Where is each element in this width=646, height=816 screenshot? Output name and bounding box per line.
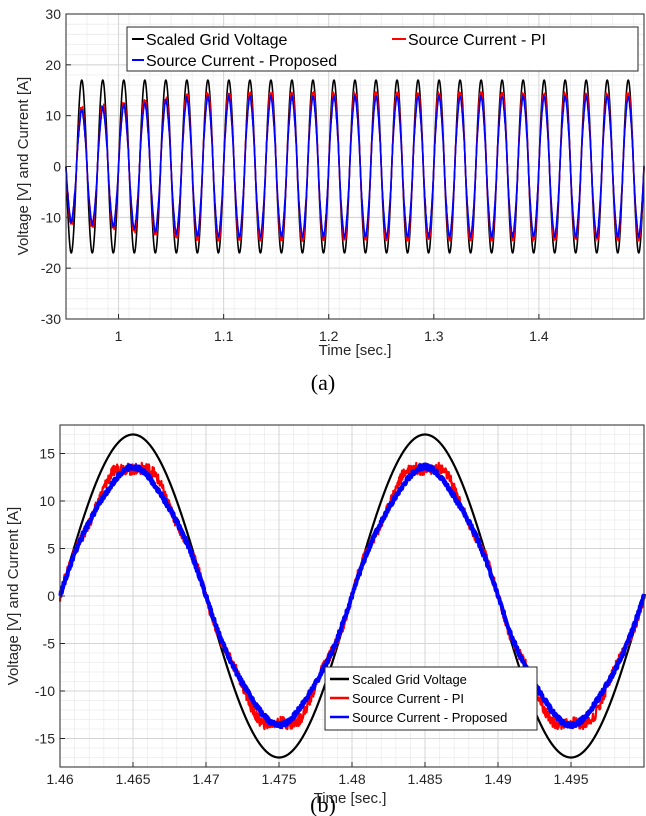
chart-a-y-tick-label: 30 — [45, 6, 61, 22]
chart-b-x-axis-label: Time [sec.] — [314, 790, 387, 807]
chart-a: 1 1.1 1.2 1.3 1.4 -30 -20 -10 0 10 20 30 Time [sec… — [15, 6, 645, 395]
chart-b-legend-pi: Source Current - PI — [352, 691, 464, 706]
chart-b-y-tick-label: 10 — [39, 493, 55, 509]
chart-a-y-tick-label: 10 — [45, 108, 61, 124]
chart-b-x-ticks: 1.46 1.465 1.47 1.475 1.48 1.485 1.49 1.495 — [46, 762, 589, 787]
chart-a-x-tick-label: 1.4 — [529, 328, 549, 344]
chart-a-y-tick-label: -20 — [41, 260, 61, 276]
chart-b-caption: (b) — [310, 792, 336, 816]
chart-a-x-tick-label: 1 — [115, 328, 123, 344]
chart-b-y-tick-label: 5 — [47, 541, 55, 557]
chart-b-x-tick-label: 1.49 — [484, 771, 511, 787]
chart-b-x-tick-label: 1.46 — [46, 771, 73, 787]
chart-a-x-tick-label: 1.3 — [424, 328, 444, 344]
chart-b-series-proposed — [58, 462, 646, 730]
chart-a-series-proposed — [65, 94, 645, 239]
chart-a-y-ticks: -30 -20 -10 0 10 20 30 — [41, 6, 71, 327]
chart-b-y-axis-label: Voltage [V] and Current [A] — [5, 507, 22, 685]
chart-b-x-tick-label: 1.475 — [261, 771, 296, 787]
chart-b-x-tick-label: 1.495 — [553, 771, 588, 787]
chart-b-legend-proposed: Source Current - Proposed — [352, 710, 507, 725]
chart-b-y-tick-label: -10 — [35, 683, 55, 699]
chart-b-x-tick-label: 1.47 — [192, 771, 219, 787]
chart-a-y-tick-label: -10 — [41, 209, 61, 225]
chart-a-y-axis-label: Voltage [V] and Current [A] — [15, 77, 32, 255]
chart-a-x-axis-label: Time [sec.] — [319, 342, 392, 359]
chart-a-x-tick-label: 1.1 — [214, 328, 234, 344]
chart-a-legend-pi: Source Current - PI — [408, 32, 546, 49]
chart-b-y-tick-label: -5 — [43, 636, 56, 652]
chart-a-legend-voltage: Scaled Grid Voltage — [146, 32, 288, 49]
chart-b-y-tick-label: -15 — [35, 731, 55, 747]
chart-b-series — [58, 433, 646, 759]
chart-a-series — [65, 79, 645, 254]
chart-b-legend-box — [324, 666, 538, 731]
chart-a-x-ticks: 1 1.1 1.2 1.3 1.4 — [115, 314, 549, 344]
chart-a-legend-box — [126, 26, 639, 72]
chart-a-y-tick-label: -30 — [41, 311, 61, 327]
chart-b-x-tick-label: 1.48 — [338, 771, 365, 787]
chart-a-x-tick-label: 1.2 — [319, 328, 339, 344]
chart-a-legend-proposed: Source Current - Proposed — [146, 53, 337, 70]
chart-a-y-tick-label: 20 — [45, 57, 61, 73]
chart-b-x-tick-label: 1.485 — [407, 771, 442, 787]
chart-a-legend: Scaled Grid Voltage Source Current - PI … — [126, 26, 639, 72]
chart-b-y-tick-label: 0 — [47, 588, 55, 604]
chart-b-legend-voltage: Scaled Grid Voltage — [352, 672, 467, 687]
chart-b-x-tick-label: 1.465 — [115, 771, 150, 787]
chart-b-legend: Scaled Grid Voltage Source Current - PI … — [324, 666, 538, 731]
chart-b-y-tick-label: 15 — [39, 446, 55, 462]
chart-b: 1.46 1.465 1.47 1.475 1.48 1.485 1.49 1.495 -15… — [5, 424, 646, 816]
chart-a-y-tick-label: 0 — [53, 159, 61, 175]
chart-b-y-ticks: -15 -10 -5 0 5 10 15 — [35, 446, 65, 747]
chart-a-caption: (a) — [311, 370, 335, 395]
